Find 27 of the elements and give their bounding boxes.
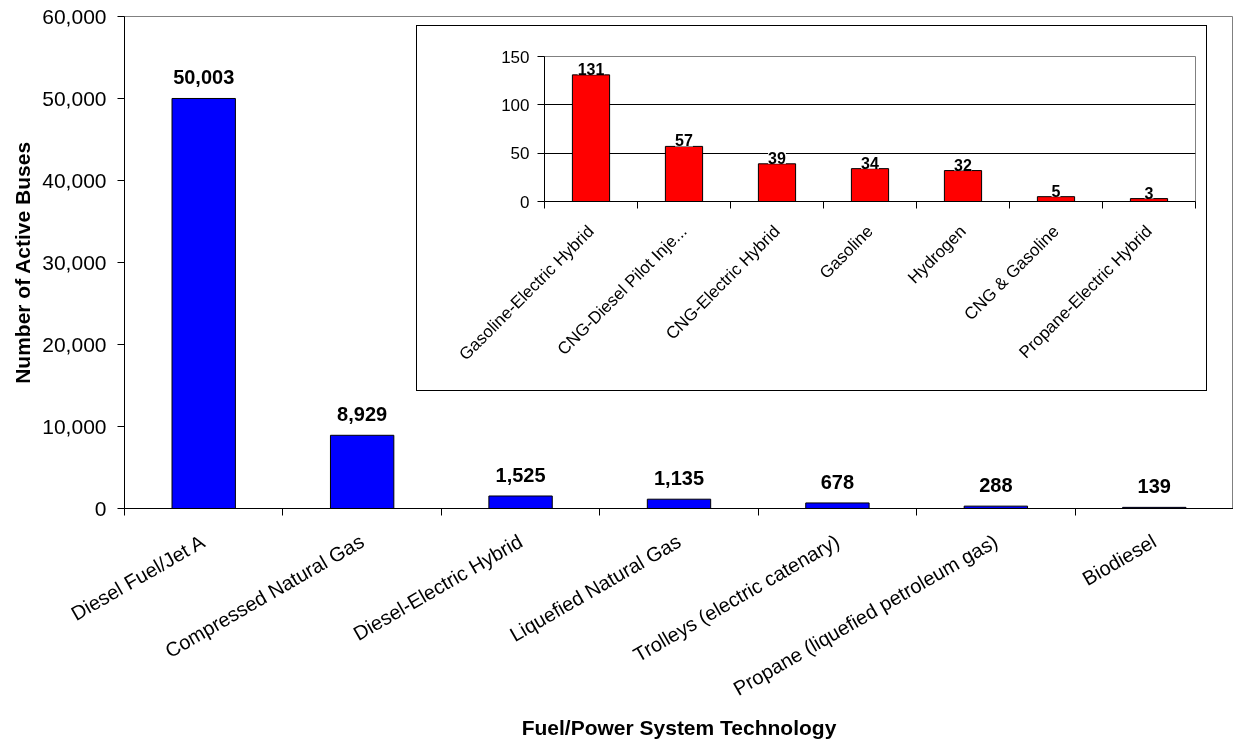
y-tick-label: 40,000: [42, 168, 107, 192]
data-label: 32: [954, 156, 972, 174]
data-label: 50,003: [173, 66, 235, 89]
data-label: 57: [675, 132, 693, 150]
y-tick-label: 20,000: [42, 332, 107, 356]
y-tick-label: 150: [501, 47, 530, 67]
y-tick-label: 50,000: [42, 86, 107, 110]
y-tick-label: 0: [520, 192, 530, 212]
data-label: 678: [820, 470, 855, 493]
data-label: 39: [768, 149, 786, 167]
data-label: 1,135: [653, 467, 705, 490]
y-tick-label: 0: [94, 496, 107, 520]
y-axis-title: Number of Active Buses: [11, 141, 35, 384]
x-axis-title: Fuel/Power System Technology: [521, 716, 837, 740]
data-label: 288: [979, 474, 1013, 497]
y-tick-label: 10,000: [42, 414, 107, 438]
data-label: 34: [861, 154, 879, 172]
y-tick-label: 100: [501, 95, 530, 115]
data-label: 139: [1137, 475, 1171, 498]
y-tick-label: 30,000: [42, 250, 107, 274]
y-tick-label: 60,000: [42, 4, 107, 28]
data-label: 3: [1144, 184, 1154, 202]
y-tick-label: 50: [510, 144, 530, 164]
data-label: 8,929: [337, 403, 388, 426]
data-label: 1,525: [495, 463, 546, 486]
data-label: 5: [1051, 182, 1061, 200]
data-label: 131: [577, 60, 605, 78]
